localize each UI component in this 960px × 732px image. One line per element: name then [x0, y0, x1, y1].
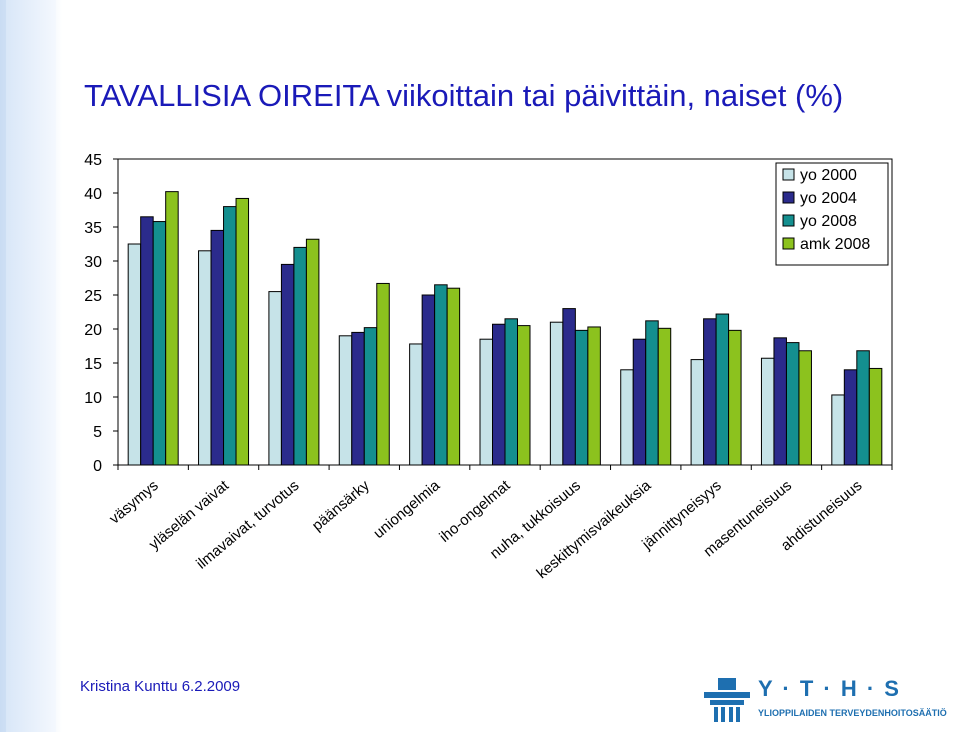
x-tick-label: väsymys — [106, 477, 162, 528]
bar — [376, 282, 390, 466]
page-title: TAVALLISIA OIREITA viikoittain tai päivi… — [84, 78, 844, 113]
y-tick-label: 10 — [84, 390, 102, 407]
bar — [165, 191, 179, 466]
bar — [421, 294, 436, 466]
bar — [492, 323, 506, 466]
bar — [517, 325, 531, 466]
x-tick-label: uniongelmia — [370, 477, 443, 542]
x-tick-label: keskittymisvaikeuksia — [534, 477, 655, 583]
bar — [728, 329, 742, 466]
bar — [690, 359, 705, 466]
bar — [210, 229, 225, 466]
legend-swatch — [782, 168, 795, 181]
y-tick-label: 30 — [84, 254, 102, 271]
bar — [798, 350, 812, 466]
bar — [198, 250, 212, 466]
bar — [223, 206, 237, 466]
bar — [574, 329, 589, 466]
y-tick-label: 5 — [93, 424, 102, 441]
bar — [504, 318, 518, 466]
bar — [293, 246, 307, 466]
bar — [856, 350, 870, 466]
footer-author: Kristina Kunttu 6.2.2009 — [80, 678, 241, 695]
legend-label: amk 2008 — [800, 236, 870, 253]
bar — [562, 308, 576, 466]
bar — [479, 338, 493, 466]
bar — [434, 284, 448, 466]
bar — [868, 367, 883, 466]
bar — [620, 369, 634, 466]
legend-swatch — [782, 191, 795, 204]
bar — [760, 357, 775, 466]
bar — [446, 287, 461, 466]
bar — [235, 197, 250, 466]
y-tick-label: 0 — [93, 458, 102, 475]
bar — [773, 337, 787, 466]
legend-label: yo 2008 — [800, 213, 857, 230]
bar — [843, 369, 858, 466]
bar — [409, 343, 423, 466]
y-tick-label: 20 — [84, 322, 102, 339]
x-tick-label: päänsärky — [309, 477, 373, 535]
side-bar-inner — [6, 0, 56, 732]
legend-swatch — [782, 214, 795, 227]
bar — [549, 321, 564, 466]
bar — [351, 331, 365, 466]
legend-label: yo 2000 — [800, 167, 857, 184]
bar — [587, 326, 601, 466]
y-tick-label: 15 — [84, 356, 102, 373]
logo-letters: Y · T · H · S — [758, 676, 901, 701]
bar — [280, 263, 295, 466]
bar — [657, 327, 672, 466]
bar — [703, 318, 717, 466]
bar — [785, 342, 800, 466]
logo-subtitle: YLIOPPILAIDEN TERVEYDENHOITOSÄÄTIÖ — [758, 708, 947, 718]
y-tick-label: 45 — [84, 152, 102, 169]
bar — [268, 291, 282, 466]
bar — [127, 243, 142, 466]
bar — [715, 313, 730, 466]
bar — [152, 221, 167, 466]
bar — [338, 335, 353, 466]
bar — [140, 216, 154, 466]
yths-logo: Y · T · H · S YLIOPPILAIDEN TERVEYDENHOI… — [700, 672, 958, 728]
y-tick-label: 40 — [84, 186, 102, 203]
bar — [363, 327, 378, 466]
bar — [632, 338, 647, 466]
legend-label: yo 2004 — [800, 190, 857, 207]
y-tick-label: 25 — [84, 288, 102, 305]
y-tick-label: 35 — [84, 220, 102, 237]
legend-swatch — [782, 237, 795, 250]
decorative-side-bar — [0, 0, 62, 732]
bar — [831, 394, 845, 466]
yths-emblem-icon — [704, 678, 750, 722]
bar — [305, 238, 320, 466]
bar — [645, 320, 659, 466]
legend-box — [775, 162, 889, 266]
